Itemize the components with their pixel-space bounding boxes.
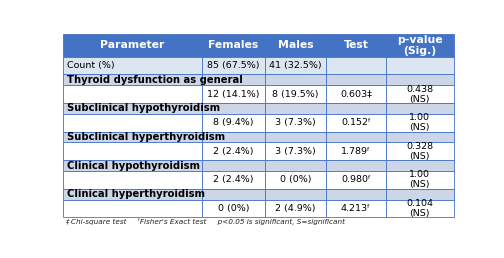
Bar [63,142,202,160]
Bar [63,103,202,114]
Bar [202,132,265,142]
Text: Subclinical hypothyroidism: Subclinical hypothyroidism [67,103,220,114]
Text: 0 (0%): 0 (0%) [280,175,311,184]
Text: 0.438
(NS): 0.438 (NS) [406,85,433,104]
Bar [63,171,202,189]
Bar [326,57,386,75]
Bar [386,171,454,189]
Bar [265,57,326,75]
Text: 0.104
(NS): 0.104 (NS) [406,199,433,218]
Text: 2 (2.4%): 2 (2.4%) [213,175,254,184]
Bar [202,189,265,200]
Bar [202,160,265,171]
Bar [265,34,326,57]
Bar [63,85,202,103]
Bar [265,160,326,171]
Text: 1.00
(NS): 1.00 (NS) [409,113,430,132]
Text: Subclinical hyperthyroidism: Subclinical hyperthyroidism [67,132,225,142]
Bar [326,75,386,85]
Bar [265,171,326,189]
Bar [326,171,386,189]
Text: 8 (9.4%): 8 (9.4%) [213,118,254,127]
Text: Count (%): Count (%) [67,61,114,70]
Text: 0.980ᶠ: 0.980ᶠ [341,175,371,184]
Bar [265,85,326,103]
Text: Clinical hyperthyroidism: Clinical hyperthyroidism [67,189,205,199]
Bar [326,160,386,171]
Bar [202,85,265,103]
Bar [265,132,326,142]
Text: 1.789ᶠ: 1.789ᶠ [341,147,371,156]
Bar [63,132,202,142]
Bar [386,75,454,85]
Text: 41 (32.5%): 41 (32.5%) [269,61,322,70]
Text: Test: Test [344,40,368,50]
Bar [63,200,202,217]
Bar [386,160,454,171]
Text: p-value
(Sig.): p-value (Sig.) [397,35,443,56]
Bar [63,189,202,200]
Text: 2 (4.9%): 2 (4.9%) [275,204,316,213]
Text: 0.603‡: 0.603‡ [340,90,372,99]
Bar [265,114,326,132]
Bar [63,114,202,132]
Bar [202,114,265,132]
Text: Males: Males [278,40,313,50]
Bar [386,132,454,142]
Bar [326,132,386,142]
Bar [202,142,265,160]
Bar [326,114,386,132]
Text: Thyroid dysfunction as general: Thyroid dysfunction as general [67,75,242,85]
Bar [326,103,386,114]
Bar [202,34,265,57]
Text: 4.213ᶠ: 4.213ᶠ [341,204,371,213]
Text: 0.328
(NS): 0.328 (NS) [406,142,433,161]
Bar [63,57,202,75]
Bar [202,103,265,114]
Bar [386,142,454,160]
Bar [386,189,454,200]
Text: 2 (2.4%): 2 (2.4%) [213,147,254,156]
Bar [386,103,454,114]
Text: ‡ Chi-square test     ᶠFisher's Exact test     p<0.05 is significant, S=signific: ‡ Chi-square test ᶠFisher's Exact test p… [65,218,345,225]
Bar [386,200,454,217]
Text: 3 (7.3%): 3 (7.3%) [275,147,316,156]
Text: 8 (19.5%): 8 (19.5%) [272,90,319,99]
Bar [326,189,386,200]
Text: 3 (7.3%): 3 (7.3%) [275,118,316,127]
Bar [386,114,454,132]
Bar [202,171,265,189]
Bar [326,34,386,57]
Bar [386,34,454,57]
Bar [386,57,454,75]
Bar [326,142,386,160]
Text: Parameter: Parameter [100,40,164,50]
Text: 12 (14.1%): 12 (14.1%) [207,90,260,99]
Bar [265,189,326,200]
Bar [202,200,265,217]
Bar [63,160,202,171]
Text: 1.00
(NS): 1.00 (NS) [409,170,430,189]
Text: Clinical hypothyroidism: Clinical hypothyroidism [67,161,200,171]
Bar [202,75,265,85]
Bar [265,200,326,217]
Bar [63,75,202,85]
Bar [265,103,326,114]
Text: 0 (0%): 0 (0%) [218,204,249,213]
Bar [202,57,265,75]
Text: 0.152ᶠ: 0.152ᶠ [341,118,371,127]
Bar [326,85,386,103]
Bar [326,200,386,217]
Text: Females: Females [208,40,259,50]
Text: 85 (67.5%): 85 (67.5%) [207,61,260,70]
Bar [265,75,326,85]
Bar [386,85,454,103]
Bar [265,142,326,160]
Bar [63,34,202,57]
